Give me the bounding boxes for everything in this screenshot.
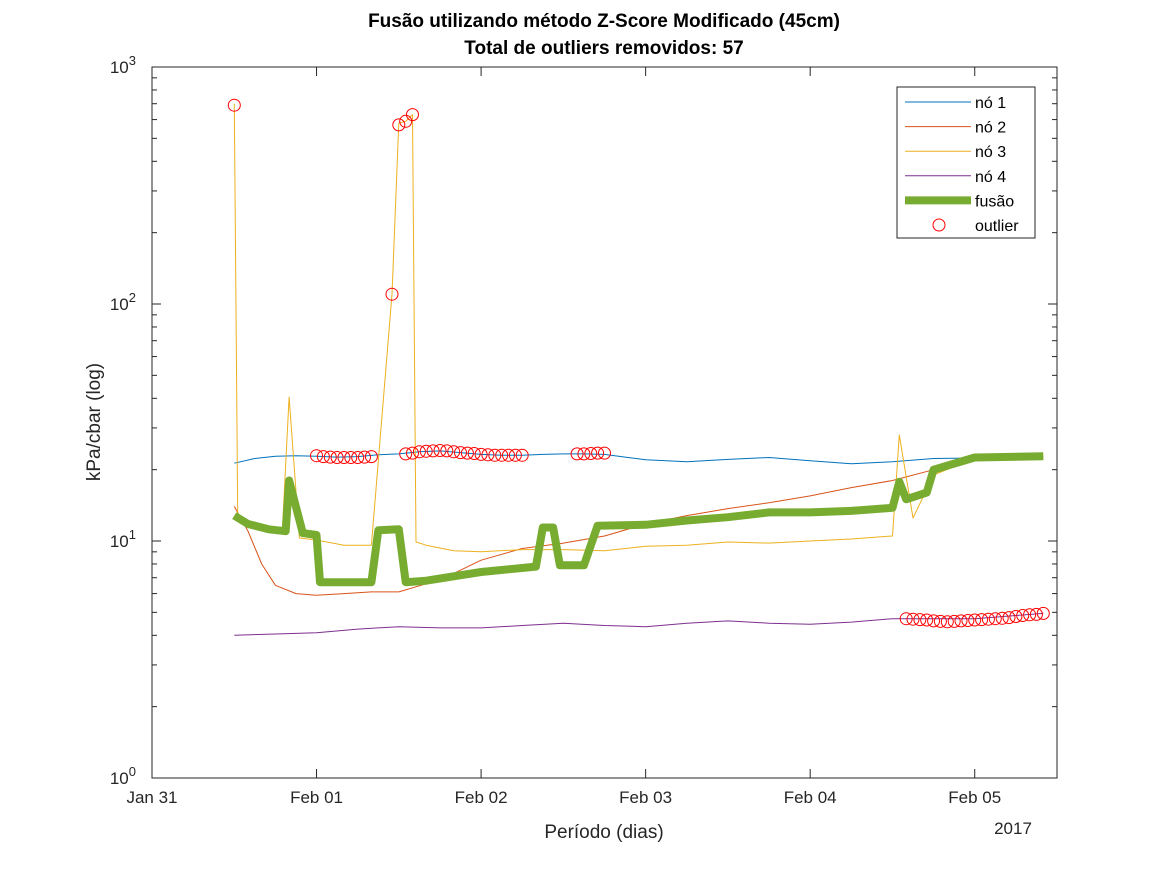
outlier-marker [488, 448, 502, 462]
outlier-marker [1036, 606, 1050, 620]
outlier-marker [954, 614, 968, 628]
outlier-marker [406, 108, 419, 122]
outlier-marker [995, 611, 1009, 625]
outlier-marker [364, 450, 378, 464]
series-line-fusao [232, 452, 1044, 587]
outlier-marker [385, 287, 399, 301]
outlier-marker [1002, 611, 1016, 625]
x-tick-label: Feb 01 [290, 788, 343, 807]
outlier-marker [460, 446, 474, 460]
outlier-marker [570, 447, 584, 461]
legend-entry-fusao: fusão [975, 193, 1014, 210]
outlier-marker [920, 613, 934, 627]
outlier-marker [310, 449, 323, 463]
outlier-marker [584, 447, 598, 460]
outlier-marker [1016, 609, 1030, 622]
x-tick-label: Feb 05 [948, 788, 1001, 807]
axes: Jan 31 Feb 01 Feb 02 Feb 03 Feb 04 Feb 05 100 1… [110, 53, 1058, 807]
outlier-marker [981, 612, 995, 626]
series-outlier-markers [227, 98, 1050, 629]
legend-entry-no-4: nó 4 [975, 169, 1006, 186]
outlier-marker [399, 447, 413, 461]
outlier-marker [358, 450, 371, 464]
outlier-marker [933, 614, 947, 628]
x-axis-label: Período (dias) [544, 822, 663, 843]
outlier-marker [899, 612, 913, 626]
outlier-marker [447, 445, 461, 459]
outlier-marker [1009, 610, 1023, 623]
series-line-no-4 [234, 612, 1044, 636]
outlier-marker [502, 448, 515, 462]
x-tick-label: Feb 04 [784, 788, 837, 807]
outlier-marker [961, 614, 975, 627]
outlier-marker [399, 114, 413, 128]
outlier-marker [433, 444, 447, 457]
outlier-marker [1029, 607, 1043, 621]
outlier-marker [227, 98, 241, 112]
x-tick-label: Feb 03 [619, 788, 672, 807]
plot-area [227, 98, 1050, 636]
legend-entry-no-2: nó 2 [975, 120, 1006, 137]
outlier-marker [419, 444, 433, 458]
y-tick-label: 103 [110, 53, 136, 77]
outlier-marker [591, 446, 605, 460]
outlier-marker [508, 448, 522, 462]
outlier-marker [426, 444, 440, 458]
outlier-marker [481, 448, 495, 462]
outlier-marker [947, 614, 961, 628]
legend-entry-no-3: nó 3 [975, 144, 1006, 161]
axes-frame [151, 66, 1058, 779]
outlier-marker [323, 450, 337, 464]
outlier-marker [927, 614, 941, 628]
outlier-marker [474, 447, 488, 461]
outlier-marker [940, 615, 954, 629]
outlier-marker [344, 451, 358, 464]
outlier-marker [454, 446, 467, 460]
chart-subtitle: Total de outliers removidos: 57 [464, 38, 743, 59]
outlier-marker [406, 446, 419, 460]
outlier-marker [495, 448, 509, 462]
y-tick-label: 100 [110, 764, 136, 788]
series-line-no-3 [233, 103, 1044, 553]
outlier-marker [577, 447, 591, 461]
legend-box [896, 86, 1036, 239]
outlier-marker [968, 613, 982, 627]
y-tick-label: 102 [110, 290, 136, 314]
outlier-marker [392, 118, 406, 132]
outlier-marker [913, 613, 927, 627]
outlier-marker [975, 613, 989, 627]
legend-entry-outlier: outlier [975, 218, 1019, 235]
outlier-marker [440, 444, 454, 458]
outlier-marker [316, 450, 330, 464]
outlier-marker [467, 447, 481, 460]
series-line-no-1 [234, 450, 1044, 465]
y-axis-label: kPa/cbar (log) [84, 363, 105, 481]
legend: nó 1 nó 2 nó 3 nó 4 fusão outlier [896, 86, 1036, 239]
outlier-marker [337, 451, 351, 464]
outlier-marker [515, 448, 529, 462]
outlier-marker [1023, 608, 1037, 622]
chart-title: Fusão utilizando método Z-Score Modifica… [368, 11, 840, 32]
x-tick-label: Jan 31 [126, 788, 177, 807]
outlier-marker [598, 446, 611, 460]
x-tick-label: Feb 02 [455, 788, 508, 807]
outlier-marker [330, 451, 344, 464]
legend-swatch-outlier [932, 218, 946, 232]
y-tick-label: 101 [110, 527, 136, 551]
outlier-marker [906, 612, 920, 626]
legend-entry-no-1: nó 1 [975, 95, 1006, 112]
x-axis-year-label: 2017 [994, 819, 1032, 838]
outlier-marker [351, 451, 365, 464]
outlier-marker [988, 612, 1002, 626]
outlier-marker [412, 445, 426, 459]
